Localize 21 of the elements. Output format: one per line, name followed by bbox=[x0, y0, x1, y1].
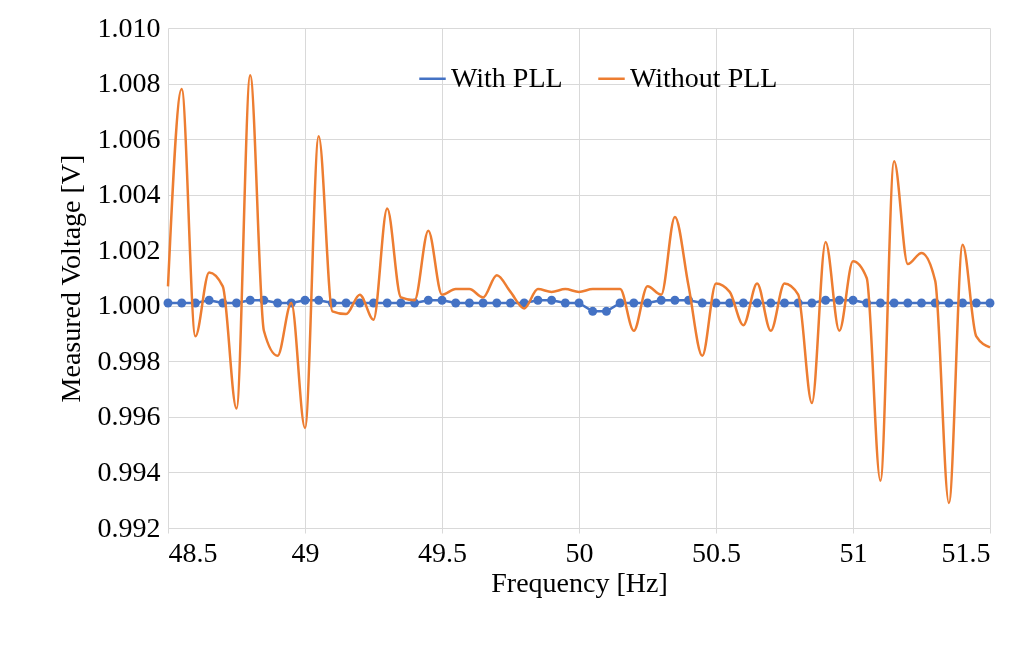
y-tick-label: 1.000 bbox=[97, 289, 161, 321]
y-tick-label: 0.994 bbox=[97, 455, 161, 487]
y-tick-label: 1.008 bbox=[97, 67, 161, 99]
y-tick-label: 1.002 bbox=[97, 233, 161, 265]
x-tick-label: 49.5 bbox=[418, 536, 467, 568]
x-tick-label: 51 bbox=[839, 536, 868, 568]
x-tick-label: 50 bbox=[565, 536, 594, 568]
x-tick-label: 48.5 bbox=[168, 536, 218, 568]
y-tick-label: 0.996 bbox=[97, 400, 161, 432]
y-tick-label: 1.010 bbox=[97, 11, 161, 43]
x-tick-label: 50.5 bbox=[692, 536, 741, 568]
y-tick-label: 1.004 bbox=[97, 178, 161, 210]
x-axis-title: Frequency [Hz] bbox=[491, 566, 668, 598]
y-axis-title: Measured Voltage [V] bbox=[54, 154, 86, 403]
x-tick-label: 49 bbox=[291, 536, 320, 568]
legend-label: With PLL bbox=[451, 61, 563, 93]
y-tick-label: 1.006 bbox=[97, 122, 161, 154]
y-tick-label: 0.998 bbox=[97, 344, 161, 376]
y-tick-label: 0.992 bbox=[97, 511, 161, 543]
x-tick-label: 51.5 bbox=[941, 536, 991, 568]
legend-label: Without PLL bbox=[630, 61, 778, 93]
